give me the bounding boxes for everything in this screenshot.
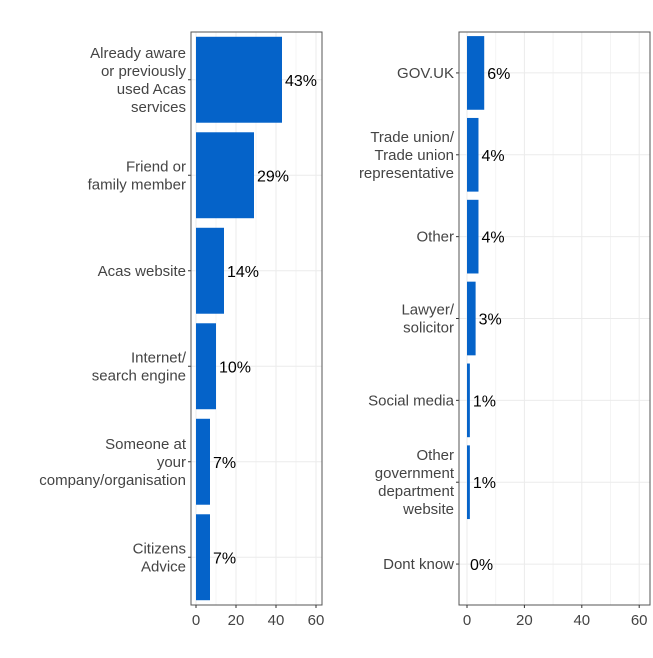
bar [196, 227, 224, 314]
category-label: Social media [368, 392, 455, 409]
category-label-line: Friend or [126, 158, 186, 175]
category-label: Already aware or previously used Acas servi… [90, 45, 186, 116]
category-label-line: Trade union [375, 147, 455, 164]
x-tick-label: 20 [516, 612, 533, 629]
bar [196, 514, 210, 601]
data-label: 43% [285, 73, 317, 90]
category-label-line: Other [416, 229, 454, 246]
category-label-line: Acas website [98, 263, 186, 280]
category-label: Friend or family member [88, 158, 186, 193]
category-label-line: government [375, 465, 455, 482]
category-label-line: Social media [368, 392, 455, 409]
data-label: 29% [257, 168, 289, 185]
bar [467, 363, 470, 438]
category-label-line: services [131, 99, 186, 116]
x-tick-label: 20 [228, 612, 245, 629]
category-label-line: Advice [141, 558, 186, 575]
category-label-line: department [378, 483, 455, 500]
category-label-line: solicitor [403, 320, 454, 337]
bar [467, 445, 470, 520]
category-label-line: Already aware [90, 45, 186, 62]
category-label-line: Other [416, 447, 454, 464]
x-tick-label: 40 [573, 612, 590, 629]
bar [467, 281, 476, 356]
category-label-line: website [402, 501, 454, 518]
category-label-line: company/organisation [39, 472, 186, 489]
category-label-line: Internet/ [131, 349, 187, 366]
category-label: Acas website [98, 263, 186, 280]
bar [196, 36, 282, 123]
x-tick-label: 60 [631, 612, 648, 629]
panel-border [458, 31, 651, 606]
category-label: Citizens Advice [133, 540, 186, 575]
category-label: GOV.UK [397, 65, 454, 82]
category-label-line: search engine [92, 367, 186, 384]
category-label-line: Someone at [105, 436, 187, 453]
category-label: Lawyer/solicitor [401, 302, 454, 337]
category-label: Other [416, 229, 454, 246]
x-tick-label: 60 [308, 612, 325, 629]
category-label: Dont know [383, 556, 454, 573]
x-tick-label: 40 [268, 612, 285, 629]
bar [467, 117, 479, 192]
bar [196, 418, 210, 505]
category-label-line: representative [359, 165, 454, 182]
category-label: Internet/search engine [92, 349, 187, 384]
bar [196, 323, 216, 410]
bar [467, 36, 485, 110]
category-label-line: your [157, 454, 186, 471]
category-label-line: Trade union/ [370, 129, 454, 146]
data-label: 4% [481, 148, 504, 165]
category-label-line: used Acas [117, 81, 186, 98]
category-label-line: or previously [101, 63, 187, 80]
category-label: Someone at your company/organisation [39, 436, 187, 489]
data-label: 3% [479, 312, 502, 329]
category-label-line: Lawyer/ [401, 302, 454, 319]
data-label: 1% [473, 393, 496, 410]
panel-1: 43%Already aware or previously used Acas se… [39, 31, 325, 629]
bar [196, 132, 254, 219]
data-label: 1% [473, 475, 496, 492]
panel-2: 6% GOV.UK 4% Trade union/Trade union represe… [359, 31, 651, 629]
category-label: Trade union/Trade union representative [359, 129, 455, 182]
data-label: 6% [487, 66, 510, 83]
data-label: 10% [219, 359, 251, 376]
data-label: 0% [470, 557, 493, 574]
panel-border [190, 31, 323, 606]
data-label: 14% [227, 264, 259, 281]
data-label: 7% [213, 455, 236, 472]
category-label: Other government department website [375, 447, 455, 518]
bar [467, 199, 479, 274]
category-label-line: Dont know [383, 556, 454, 573]
data-label: 4% [481, 230, 504, 247]
x-tick-label: 0 [192, 612, 200, 629]
x-tick-label: 0 [463, 612, 471, 629]
category-label-line: GOV.UK [397, 65, 454, 82]
data-label: 7% [213, 550, 236, 567]
category-label-line: family member [88, 176, 186, 193]
category-label-line: Citizens [133, 540, 186, 557]
